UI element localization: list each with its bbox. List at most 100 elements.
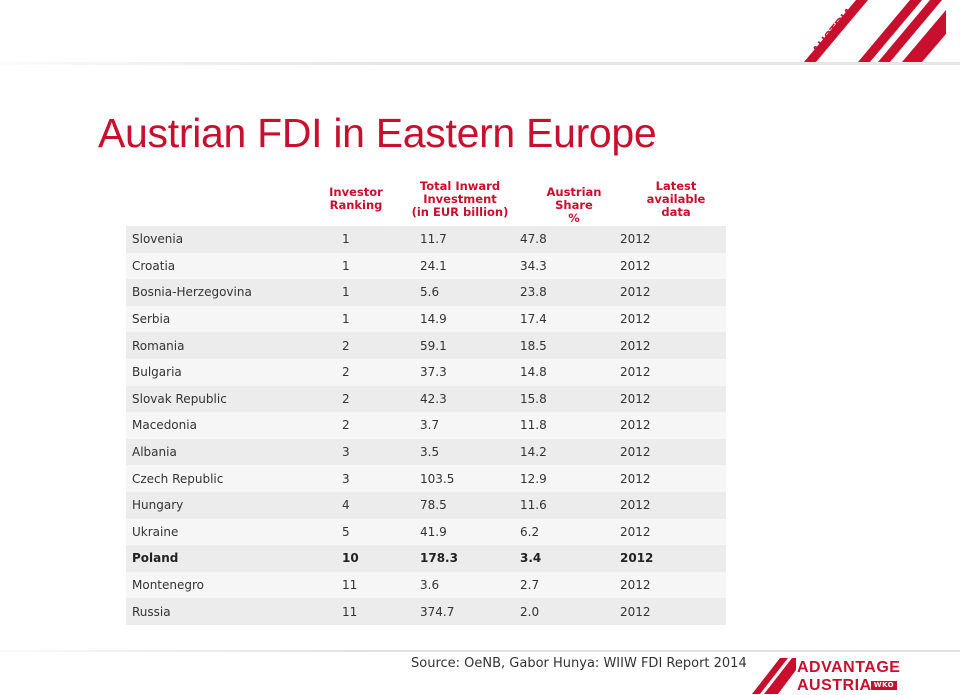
- share-cell: 2.0: [520, 598, 620, 625]
- fdi-table: Slovenia 1 11.7 47.8 2012 Croatia 1 24.1 34.3 201…: [126, 226, 726, 625]
- bottom-divider: [0, 650, 960, 652]
- header-latest-line3: data: [661, 205, 691, 219]
- year-cell: 2012: [620, 438, 726, 466]
- advantage-logo-line2: AUSTRIA: [797, 677, 872, 694]
- year-cell: 2012: [620, 598, 726, 625]
- advantage-logo-line1: ADVANTAGE: [797, 659, 901, 676]
- advantage-austria-logo-mark: [752, 658, 796, 694]
- table-row: Albania 3 3.5 14.2 2012: [126, 438, 726, 466]
- year-cell: 2012: [620, 252, 726, 280]
- year-cell: 2012: [620, 412, 726, 439]
- share-cell: 18.5: [520, 332, 620, 359]
- header-austrian-share: Austrian Share %: [526, 186, 622, 225]
- country-cell: Macedonia: [126, 412, 342, 439]
- header-total-investment: Total Inward Investment (in EUR billion): [408, 180, 512, 219]
- header-investment-line2: Investment: [423, 192, 497, 206]
- year-cell: 2012: [620, 491, 726, 519]
- table-row: Montenegro 11 3.6 2.7 2012: [126, 571, 726, 599]
- table-row: Russia 11 374.7 2.0 2012: [126, 598, 726, 625]
- country-cell: Hungary: [126, 491, 342, 519]
- year-cell: 2012: [620, 385, 726, 413]
- investment-cell: 41.9: [420, 518, 520, 546]
- investment-cell: 11.7: [420, 226, 520, 253]
- table-row: Ukraine 5 41.9 6.2 2012: [126, 518, 726, 546]
- year-cell: 2012: [620, 332, 726, 359]
- share-cell: 2.7: [520, 571, 620, 599]
- austria-logo-text: AUSTRIA: [809, 4, 858, 58]
- table-row: Slovak Republic 2 42.3 15.8 2012: [126, 385, 726, 413]
- country-cell: Serbia: [126, 305, 342, 333]
- share-cell: 6.2: [520, 518, 620, 546]
- country-cell: Bulgaria: [126, 358, 342, 386]
- investment-cell: 14.9: [420, 305, 520, 333]
- header-investment-line3: (in EUR billion): [411, 205, 509, 219]
- country-cell: Croatia: [126, 252, 342, 280]
- share-cell: 47.8: [520, 226, 620, 253]
- table-row: Romania 2 59.1 18.5 2012: [126, 332, 726, 359]
- fdi-table-body: Slovenia 1 11.7 47.8 2012 Croatia 1 24.1 34.3 201…: [126, 226, 726, 625]
- year-cell: 2012: [620, 465, 726, 492]
- year-cell: 2012: [620, 358, 726, 386]
- year-cell: 2012: [620, 518, 726, 546]
- investment-cell: 374.7: [420, 598, 520, 625]
- table-row: Bosnia-Herzegovina 1 5.6 23.8 2012: [126, 279, 726, 306]
- investment-cell: 5.6: [420, 279, 520, 306]
- share-cell: 12.9: [520, 465, 620, 492]
- country-cell: Ukraine: [126, 518, 342, 546]
- rank-cell: 11: [342, 598, 420, 625]
- year-cell: 2012: [620, 305, 726, 333]
- rank-cell: 1: [342, 252, 420, 280]
- table-row: Hungary 4 78.5 11.6 2012: [126, 491, 726, 519]
- header-ranking-line2: Ranking: [329, 198, 383, 212]
- table-row: Serbia 1 14.9 17.4 2012: [126, 305, 726, 333]
- investment-cell: 59.1: [420, 332, 520, 359]
- country-cell: Montenegro: [126, 571, 342, 599]
- rank-cell: 5: [342, 518, 420, 546]
- table-row: Czech Republic 3 103.5 12.9 2012: [126, 465, 726, 492]
- rank-cell: 3: [342, 438, 420, 466]
- rank-cell: 2: [342, 332, 420, 359]
- share-cell: 17.4: [520, 305, 620, 333]
- share-cell: 14.2: [520, 438, 620, 466]
- investment-cell: 42.3: [420, 385, 520, 413]
- investment-cell: 37.3: [420, 358, 520, 386]
- header-latest-data: Latest available data: [640, 180, 712, 219]
- share-cell: 11.8: [520, 412, 620, 439]
- rank-cell: 2: [342, 412, 420, 439]
- rank-cell: 2: [342, 385, 420, 413]
- year-cell: 2012: [620, 279, 726, 306]
- page-title: Austrian FDI in Eastern Europe: [98, 110, 657, 156]
- rank-cell: 10: [342, 545, 420, 572]
- share-cell: 15.8: [520, 385, 620, 413]
- investment-cell: 3.7: [420, 412, 520, 439]
- rank-cell: 1: [342, 226, 420, 253]
- country-cell: Romania: [126, 332, 342, 359]
- share-cell: 34.3: [520, 252, 620, 280]
- rank-cell: 1: [342, 279, 420, 306]
- investment-cell: 3.5: [420, 438, 520, 466]
- wko-badge: WKO: [871, 681, 897, 690]
- table-row: Bulgaria 2 37.3 14.8 2012: [126, 358, 726, 386]
- table-row: Slovenia 1 11.7 47.8 2012: [126, 226, 726, 253]
- share-cell: 11.6: [520, 491, 620, 519]
- share-cell: 23.8: [520, 279, 620, 306]
- rank-cell: 2: [342, 358, 420, 386]
- table-row: Macedonia 2 3.7 11.8 2012: [126, 412, 726, 439]
- rank-cell: 4: [342, 491, 420, 519]
- austria-logo: AUSTRIA: [804, 0, 946, 62]
- investment-cell: 178.3: [420, 545, 520, 572]
- header-latest-line1: Latest: [655, 179, 697, 193]
- country-cell: Poland: [126, 545, 342, 572]
- country-cell: Slovak Republic: [126, 385, 342, 413]
- rank-cell: 1: [342, 305, 420, 333]
- country-cell: Slovenia: [126, 226, 342, 253]
- source-note: Source: OeNB, Gabor Hunya: WIIW FDI Repo…: [411, 656, 747, 671]
- header-investment-line1: Total Inward: [419, 179, 501, 193]
- share-cell: 3.4: [520, 545, 620, 572]
- investment-cell: 24.1: [420, 252, 520, 280]
- header-share-line2: %: [568, 211, 580, 225]
- country-cell: Russia: [126, 598, 342, 625]
- country-cell: Albania: [126, 438, 342, 466]
- rank-cell: 3: [342, 465, 420, 492]
- investment-cell: 3.6: [420, 571, 520, 599]
